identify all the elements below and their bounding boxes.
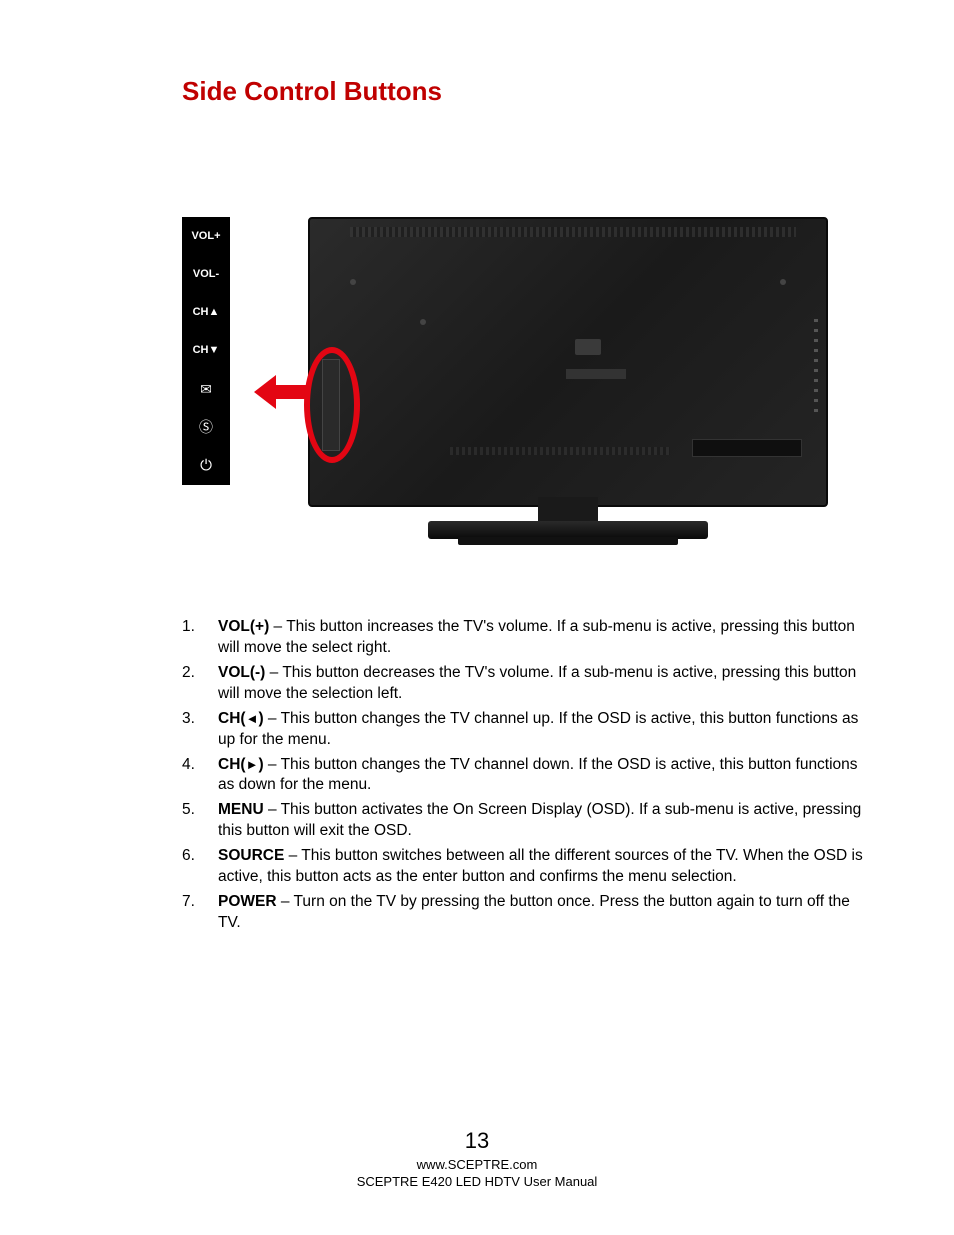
list-number: 2.: [182, 663, 218, 705]
item-desc: – This button decreases the TV's volume.…: [218, 664, 856, 702]
list-item: 2. VOL(-) – This button decreases the TV…: [182, 663, 864, 705]
strip-vol-minus: VOL-: [193, 265, 219, 285]
list-number: 6.: [182, 846, 218, 888]
list-item: 7. POWER – Turn on the TV by pressing th…: [182, 892, 864, 934]
list-item: 3. CH(◄) – This button changes the TV ch…: [182, 709, 864, 751]
list-number: 5.: [182, 800, 218, 842]
footer-manual-title: SCEPTRE E420 LED HDTV User Manual: [0, 1174, 954, 1191]
list-item: 1. VOL(+) – This button increases the TV…: [182, 617, 864, 659]
list-number: 7.: [182, 892, 218, 934]
item-desc: – This button changes the TV channel up.…: [218, 710, 858, 748]
page-title: Side Control Buttons: [182, 76, 864, 107]
strip-menu-icon: ✉: [200, 379, 212, 399]
item-label: SOURCE: [218, 847, 284, 864]
strip-ch-down: CH▼: [193, 341, 220, 361]
list-item: 4. CH(►) – This button changes the TV ch…: [182, 755, 864, 797]
tv-rear-illustration: [308, 217, 828, 547]
item-desc: – This button changes the TV channel dow…: [218, 756, 858, 794]
page-number: 13: [0, 1127, 954, 1156]
item-label: CH(◄): [218, 710, 264, 727]
item-label: VOL(+): [218, 618, 269, 635]
list-item: 5. MENU – This button activates the On S…: [182, 800, 864, 842]
button-description-list: 1. VOL(+) – This button increases the TV…: [182, 617, 864, 934]
footer-url: www.SCEPTRE.com: [0, 1157, 954, 1174]
item-desc: – Turn on the TV by pressing the button …: [218, 893, 850, 931]
side-button-strip: VOL+ VOL- CH▲ CH▼ ✉ Ⓢ ⏻: [182, 217, 230, 485]
item-desc: – This button switches between all the d…: [218, 847, 863, 885]
item-label: VOL(-): [218, 664, 265, 681]
page-footer: 13 www.SCEPTRE.com SCEPTRE E420 LED HDTV…: [0, 1127, 954, 1191]
item-desc: – This button increases the TV's volume.…: [218, 618, 855, 656]
item-label: MENU: [218, 801, 264, 818]
item-label: CH(►): [218, 756, 264, 773]
strip-ch-up: CH▲: [193, 303, 220, 323]
strip-vol-plus: VOL+: [191, 227, 220, 247]
highlight-circle: [304, 347, 360, 463]
item-desc: – This button activates the On Screen Di…: [218, 801, 861, 839]
list-number: 4.: [182, 755, 218, 797]
item-label: POWER: [218, 893, 277, 910]
list-number: 3.: [182, 709, 218, 751]
strip-source-icon: Ⓢ: [199, 417, 213, 437]
list-number: 1.: [182, 617, 218, 659]
list-item: 6. SOURCE – This button switches between…: [182, 846, 864, 888]
strip-power-icon: ⏻: [200, 455, 212, 475]
diagram: VOL+ VOL- CH▲ CH▼ ✉ Ⓢ ⏻: [182, 217, 864, 547]
